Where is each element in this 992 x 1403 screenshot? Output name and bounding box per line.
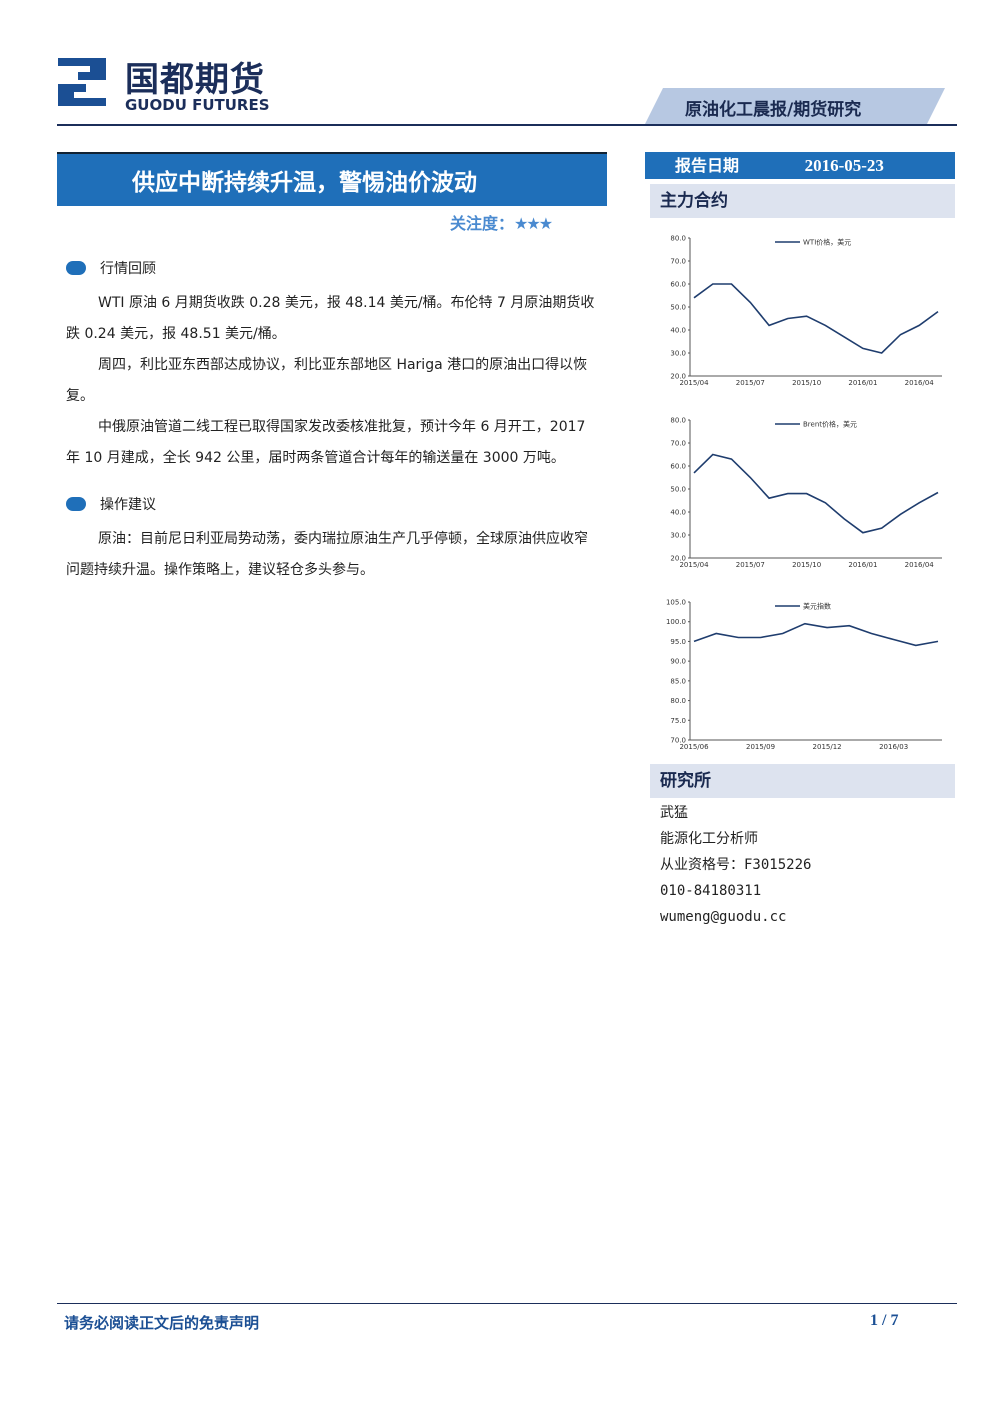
banner-bg bbox=[645, 88, 945, 124]
y-tick-label: 30.0 bbox=[670, 532, 686, 540]
analyst: 武猛 能源化工分析师 从业资格号：F3015226 010-84180311 w… bbox=[660, 800, 811, 930]
y-tick-label: 20.0 bbox=[670, 373, 686, 381]
legend-label: WTI价格，美元 bbox=[803, 238, 851, 247]
y-tick-label: 70.0 bbox=[670, 258, 686, 266]
y-tick-label: 40.0 bbox=[670, 509, 686, 517]
line bbox=[693, 453, 939, 534]
y-tick-label: 20.0 bbox=[670, 555, 686, 563]
line bbox=[693, 622, 939, 647]
y-tick-label: 60.0 bbox=[670, 463, 686, 471]
contracts-heading: 主力合约 bbox=[650, 184, 955, 218]
section-heading: 操作建议 bbox=[66, 494, 598, 514]
section-icon bbox=[66, 497, 86, 511]
y-tick-label: 80.0 bbox=[670, 235, 686, 243]
legend-label: Brent价格，美元 bbox=[803, 420, 857, 429]
body: 行情回顾 WTI 原油 6 月期货收跌 0.28 美元，报 48.14 美元/桶… bbox=[66, 258, 598, 586]
title-bar bbox=[57, 152, 607, 206]
analyst-line: 武猛 bbox=[660, 805, 688, 821]
legend-label: 美元指数 bbox=[803, 602, 831, 611]
x-tick-label: 2015/12 bbox=[813, 743, 842, 751]
line bbox=[693, 283, 939, 354]
heading-text: 操作建议 bbox=[100, 497, 156, 513]
y-tick-label: 70.0 bbox=[670, 440, 686, 448]
y-tick-label: 90.0 bbox=[670, 658, 686, 666]
y-tick-label: 30.0 bbox=[670, 350, 686, 358]
chart: 70.0 75.0 80.0 85.0 90.0 95.0 100.0 105.0 2015/0… bbox=[666, 599, 942, 751]
x-tick-label: 2015/09 bbox=[746, 743, 775, 751]
analyst-line: 能源化工分析师 bbox=[660, 831, 758, 847]
x-tick-label: 2015/10 bbox=[792, 561, 821, 569]
chart: 20.0 30.0 40.0 50.0 60.0 70.0 80.0 2015/04 2015/… bbox=[670, 417, 942, 569]
paragraph: 周四，利比亚东西部达成协议，利比亚东部地区 Hariga 港口的原油出口得以恢复… bbox=[66, 357, 588, 404]
title: 供应中断持续升温，警惕油价波动 bbox=[132, 170, 477, 196]
analyst-line: 010-84180311 bbox=[660, 883, 762, 899]
x-tick-label: 2016/01 bbox=[848, 379, 877, 387]
analyst-line: 从业资格号：F3015226 bbox=[660, 857, 812, 873]
y-tick-label: 100.0 bbox=[666, 618, 686, 626]
logo-cn: 国都期货 bbox=[125, 60, 265, 100]
logo-icon bbox=[58, 58, 106, 106]
y-tick-label: 40.0 bbox=[670, 327, 686, 335]
paragraph: 原油：目前尼日利亚局势动荡，委内瑞拉原油生产几乎停顿，全球原油供应收窄问题持续升… bbox=[66, 531, 588, 578]
y-tick-label: 95.0 bbox=[670, 638, 686, 646]
y-tick-label: 105.0 bbox=[666, 599, 686, 607]
attention: 关注度：★★★ bbox=[450, 210, 553, 234]
x-tick-label: 2015/07 bbox=[736, 379, 765, 387]
analyst-line: wumeng@guodu.cc bbox=[660, 909, 787, 925]
footer-rule bbox=[57, 1303, 957, 1304]
chart: 20.0 30.0 40.0 50.0 60.0 70.0 80.0 2015/04 2015/… bbox=[670, 235, 942, 387]
y-tick-label: 80.0 bbox=[670, 697, 686, 705]
rule bbox=[57, 124, 957, 126]
y-tick-label: 50.0 bbox=[670, 304, 686, 312]
y-tick-label: 60.0 bbox=[670, 281, 686, 289]
x-tick-label: 2016/04 bbox=[905, 379, 935, 387]
section-heading: 行情回顾 bbox=[66, 258, 598, 278]
date-value: 2016-05-23 bbox=[804, 156, 884, 175]
date-bar: 报告日期 2016-05-23 bbox=[645, 152, 955, 179]
section-icon bbox=[66, 261, 86, 275]
x-tick-label: 2016/01 bbox=[848, 561, 877, 569]
paragraph: WTI 原油 6 月期货收跌 0.28 美元，报 48.14 美元/桶。布伦特 … bbox=[66, 295, 595, 342]
logo-en: GUODU FUTURES bbox=[125, 96, 270, 114]
x-tick-label: 2016/04 bbox=[905, 561, 935, 569]
x-tick-label: 2015/04 bbox=[679, 379, 709, 387]
date-label: 报告日期 bbox=[675, 156, 740, 175]
x-tick-label: 2015/04 bbox=[679, 561, 709, 569]
attention-label: 关注度： bbox=[450, 214, 515, 233]
paragraph: 中俄原油管道二线工程已取得国家发改委核准批复，预计今年 6 月开工，2017 年… bbox=[66, 419, 586, 466]
banner: 原油化工晨报/期货研究 bbox=[685, 100, 862, 120]
institute-heading: 研究所 bbox=[650, 764, 955, 798]
y-tick-label: 75.0 bbox=[670, 717, 686, 725]
y-tick-label: 50.0 bbox=[670, 486, 686, 494]
x-tick-label: 2015/10 bbox=[792, 379, 821, 387]
x-tick-label: 2015/06 bbox=[679, 743, 709, 751]
x-tick-label: 2016/03 bbox=[879, 743, 908, 751]
y-tick-label: 85.0 bbox=[670, 677, 686, 685]
y-tick-label: 70.0 bbox=[670, 737, 686, 745]
x-tick-label: 2015/07 bbox=[736, 561, 765, 569]
y-tick-label: 80.0 bbox=[670, 417, 686, 425]
page-number: 1 / 7 bbox=[870, 1312, 899, 1329]
stars: ★★★ bbox=[514, 214, 553, 233]
heading-text: 行情回顾 bbox=[100, 261, 156, 277]
disclaimer: 请务必阅读正文后的免责声明 bbox=[64, 1314, 260, 1332]
